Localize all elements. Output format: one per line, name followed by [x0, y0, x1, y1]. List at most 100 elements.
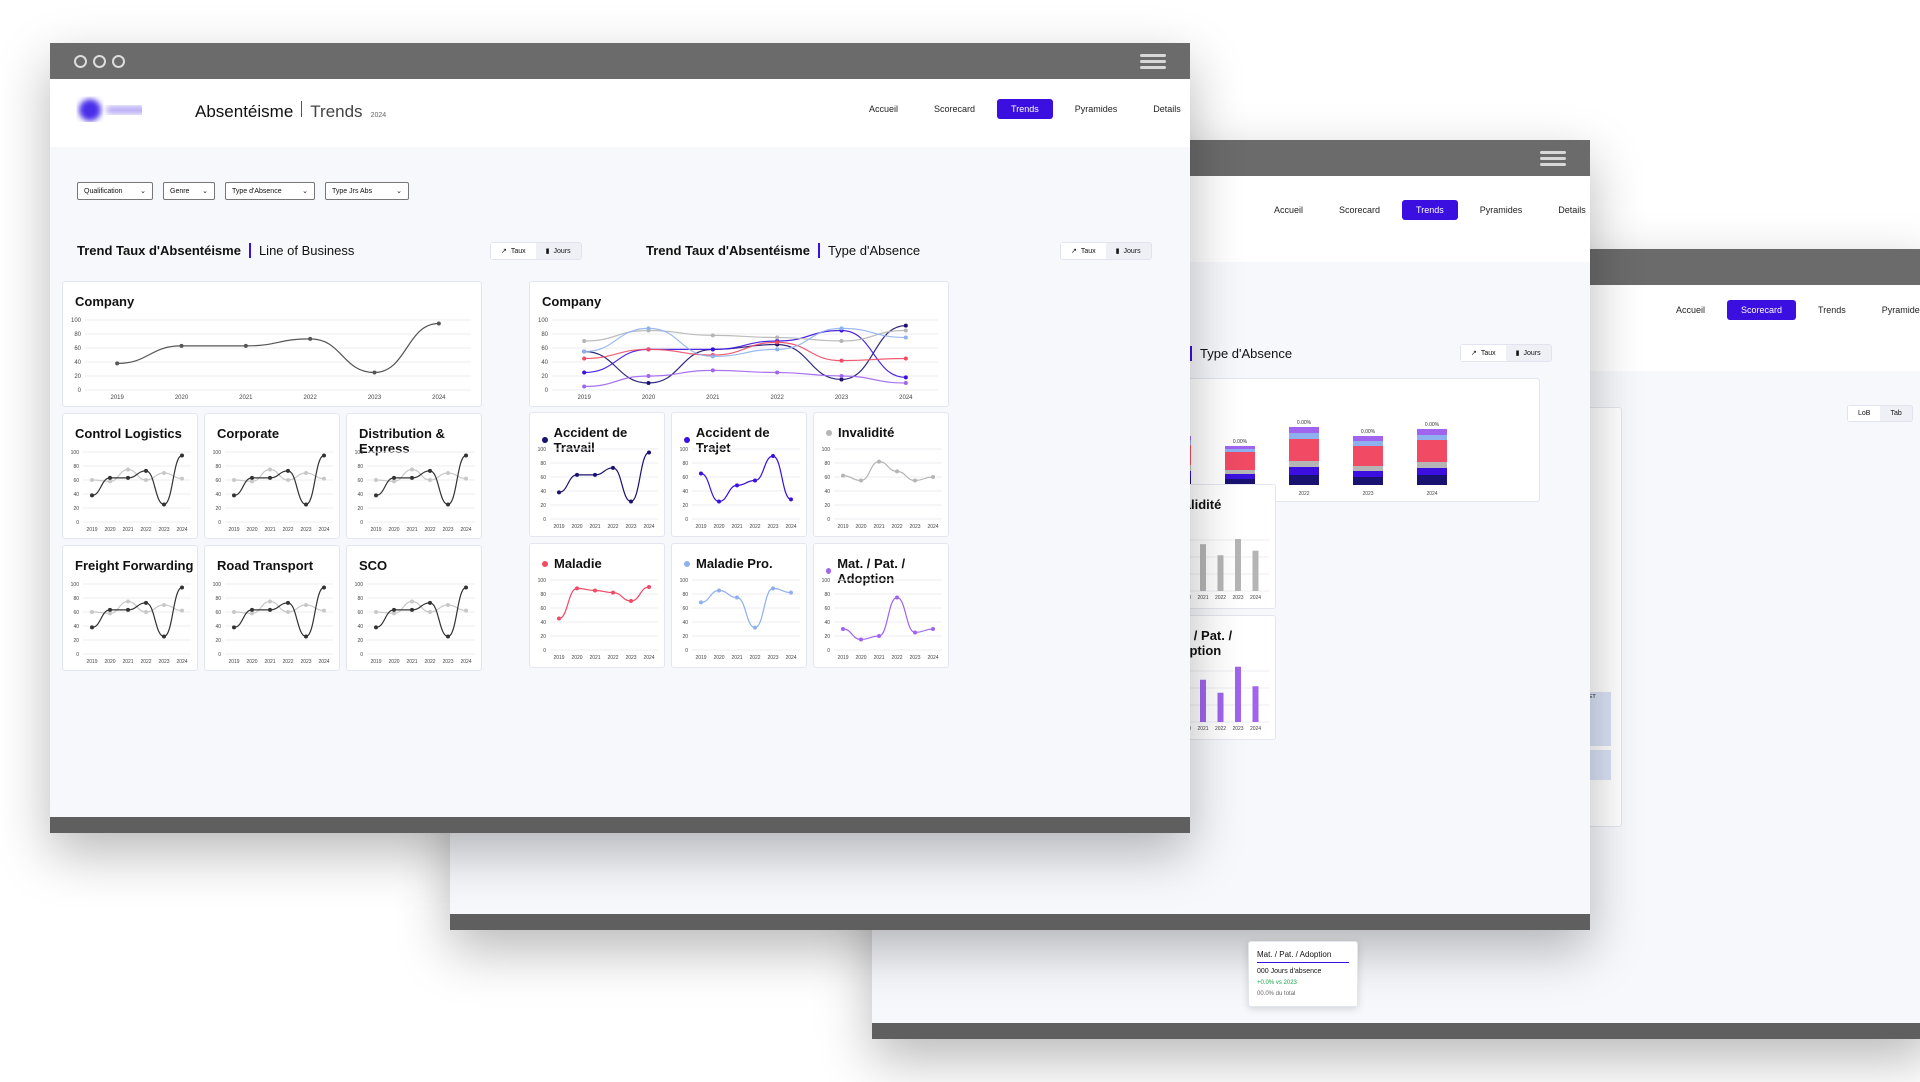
- data-point[interactable]: [775, 335, 780, 340]
- data-point[interactable]: [180, 585, 184, 590]
- data-point[interactable]: [180, 476, 184, 481]
- data-point[interactable]: [268, 599, 272, 604]
- data-point[interactable]: [710, 354, 715, 359]
- data-point[interactable]: [789, 590, 793, 595]
- toggle-taux[interactable]: ↗ Taux: [1061, 243, 1106, 259]
- toggle-tab[interactable]: Tab: [1890, 410, 1902, 417]
- data-point[interactable]: [646, 326, 651, 331]
- data-point[interactable]: [931, 627, 935, 631]
- nav-pyramides[interactable]: Pyramides: [1074, 104, 1118, 114]
- data-point[interactable]: [593, 472, 597, 477]
- data-point[interactable]: [243, 343, 248, 348]
- data-point[interactable]: [90, 610, 94, 614]
- data-point[interactable]: [144, 478, 148, 482]
- data-point[interactable]: [903, 381, 908, 385]
- data-point[interactable]: [446, 502, 450, 507]
- data-point[interactable]: [108, 475, 112, 480]
- data-point[interactable]: [250, 475, 254, 480]
- data-point[interactable]: [392, 479, 396, 484]
- nav-accueil[interactable]: Accueil: [1676, 305, 1706, 315]
- data-point[interactable]: [162, 471, 166, 475]
- stacked-bar-segment[interactable]: [1225, 449, 1255, 452]
- data-point[interactable]: [410, 607, 414, 612]
- data-point[interactable]: [232, 610, 236, 614]
- data-point[interactable]: [90, 478, 94, 482]
- stacked-bar-segment[interactable]: [1225, 470, 1255, 474]
- data-point[interactable]: [250, 479, 254, 484]
- data-point[interactable]: [115, 361, 120, 366]
- data-point[interactable]: [464, 585, 468, 590]
- data-point[interactable]: [699, 600, 703, 605]
- data-point[interactable]: [372, 370, 377, 375]
- bar[interactable]: [1235, 666, 1241, 722]
- data-point[interactable]: [108, 607, 112, 612]
- toggle-taux[interactable]: ↗ Taux: [1461, 345, 1506, 361]
- data-point[interactable]: [647, 450, 651, 455]
- bar[interactable]: [1217, 555, 1224, 591]
- data-point[interactable]: [108, 479, 112, 484]
- toggle-jours[interactable]: ▮ Jours: [1115, 247, 1141, 256]
- data-point[interactable]: [374, 625, 378, 630]
- data-point[interactable]: [428, 478, 432, 482]
- stacked-bar-segment[interactable]: [1289, 439, 1319, 461]
- data-point[interactable]: [646, 381, 651, 385]
- stacked-bar-segment[interactable]: [1417, 440, 1447, 462]
- data-point[interactable]: [903, 356, 908, 361]
- data-point[interactable]: [436, 321, 441, 326]
- data-point[interactable]: [410, 467, 414, 472]
- data-point[interactable]: [913, 478, 917, 483]
- data-point[interactable]: [232, 478, 236, 482]
- data-point[interactable]: [410, 599, 414, 604]
- bar[interactable]: [1252, 686, 1259, 722]
- data-point[interactable]: [839, 358, 844, 363]
- data-point[interactable]: [735, 595, 739, 600]
- stacked-bar-segment[interactable]: [1353, 436, 1383, 441]
- data-point[interactable]: [839, 339, 844, 343]
- data-point[interactable]: [144, 610, 148, 614]
- data-point[interactable]: [304, 634, 308, 639]
- toggle-jours[interactable]: ▮ Jours: [545, 247, 571, 256]
- stacked-bar-segment[interactable]: [1353, 477, 1383, 485]
- stacked-bar-segment[interactable]: [1225, 474, 1255, 479]
- data-point[interactable]: [250, 611, 254, 616]
- filter-type-absence[interactable]: Type d'Absence ⌄: [225, 182, 315, 200]
- data-point[interactable]: [859, 478, 863, 483]
- stacked-bar-segment[interactable]: [1225, 479, 1255, 485]
- data-point[interactable]: [931, 475, 935, 479]
- data-point[interactable]: [392, 607, 396, 612]
- stacked-bar-segment[interactable]: [1417, 468, 1447, 475]
- data-point[interactable]: [582, 349, 587, 354]
- bar[interactable]: [1200, 679, 1206, 722]
- nav-trends[interactable]: Trends: [1818, 305, 1846, 315]
- data-point[interactable]: [322, 608, 326, 613]
- bar[interactable]: [1252, 550, 1259, 591]
- data-point[interactable]: [789, 497, 793, 502]
- data-point[interactable]: [710, 333, 715, 338]
- data-point[interactable]: [647, 585, 651, 589]
- data-point[interactable]: [374, 610, 378, 614]
- data-point[interactable]: [611, 590, 615, 595]
- data-point[interactable]: [392, 475, 396, 480]
- data-point[interactable]: [582, 339, 587, 343]
- stacked-bar-segment[interactable]: [1417, 429, 1447, 435]
- data-point[interactable]: [913, 630, 917, 635]
- menu-icon[interactable]: [1140, 54, 1166, 70]
- stacked-bar-segment[interactable]: [1353, 471, 1383, 477]
- data-point[interactable]: [582, 384, 587, 389]
- data-point[interactable]: [108, 611, 112, 616]
- data-point[interactable]: [775, 347, 780, 352]
- filter-qualification[interactable]: Qualification ⌄: [77, 182, 153, 200]
- data-point[interactable]: [839, 374, 844, 378]
- nav-scorecard[interactable]: Scorecard: [934, 104, 976, 114]
- data-point[interactable]: [144, 600, 148, 605]
- stacked-bar-segment[interactable]: [1289, 475, 1319, 485]
- nav-pyramides[interactable]: Pyramides: [1881, 305, 1920, 315]
- data-point[interactable]: [428, 610, 432, 614]
- data-point[interactable]: [126, 599, 130, 604]
- data-point[interactable]: [841, 473, 845, 478]
- data-point[interactable]: [775, 340, 780, 345]
- data-point[interactable]: [144, 468, 148, 473]
- filter-genre[interactable]: Genre ⌄: [163, 182, 215, 200]
- nav-trends[interactable]: Trends: [1402, 200, 1458, 220]
- data-point[interactable]: [286, 478, 290, 482]
